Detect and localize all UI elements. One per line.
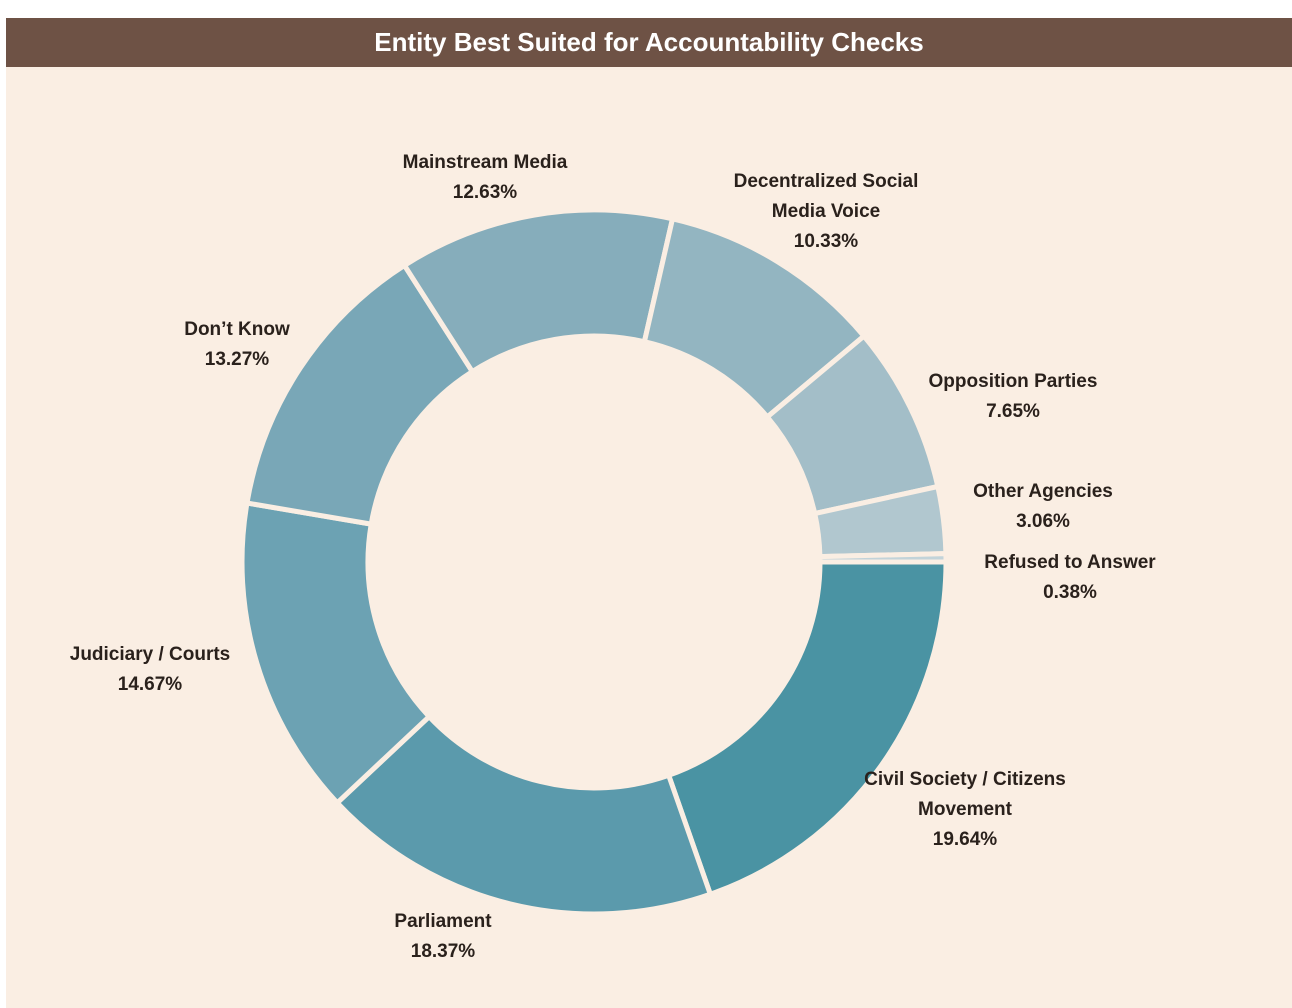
slice-name: Opposition Parties (928, 371, 1098, 392)
slice-name: Judiciary / Courts (69, 644, 231, 665)
chart-title: Entity Best Suited for Accountability Ch… (6, 18, 1292, 67)
slice-value: 13.27% (204, 349, 270, 370)
slice-value: 14.67% (117, 674, 183, 695)
slice-name: Civil Society / Citizens Movement (864, 769, 1066, 820)
slice-value: 12.63% (452, 182, 518, 203)
slice-label: Mainstream Media 12.63% (370, 148, 600, 208)
slice-label: Don’t Know 13.27% (122, 315, 352, 375)
slice-label: Opposition Parties 7.65% (898, 367, 1128, 427)
donut-segment (333, 713, 714, 917)
slice-name: Don’t Know (184, 319, 290, 340)
slice-value: 10.33% (793, 231, 859, 252)
slice-label: Civil Society / Citizens Movement 19.64% (860, 765, 1070, 855)
slice-label: Parliament 18.37% (328, 907, 558, 967)
slice-value: 19.64% (932, 829, 998, 850)
donut-segment (817, 551, 949, 565)
slice-name: Other Agencies (973, 481, 1113, 502)
slice-name: Refused to Answer (984, 552, 1156, 573)
donut-segment (665, 559, 949, 898)
slice-label: Other Agencies 3.06% (928, 477, 1158, 537)
slice-value: 3.06% (1016, 511, 1070, 532)
donut-chart (239, 207, 949, 917)
slice-label: Decentralized Social Media Voice 10.33% (721, 167, 931, 257)
slice-name: Decentralized Social Media Voice (733, 171, 919, 222)
slice-value: 7.65% (986, 401, 1040, 422)
slice-label: Refused to Answer 0.38% (955, 548, 1185, 608)
slice-value: 18.37% (410, 941, 476, 962)
slice-name: Parliament (394, 911, 492, 932)
chart-panel: Entity Best Suited for Accountability Ch… (6, 18, 1292, 1008)
slice-name: Mainstream Media (402, 152, 568, 173)
slice-value: 0.38% (1043, 582, 1097, 603)
slice-label: Judiciary / Courts 14.67% (35, 640, 265, 700)
